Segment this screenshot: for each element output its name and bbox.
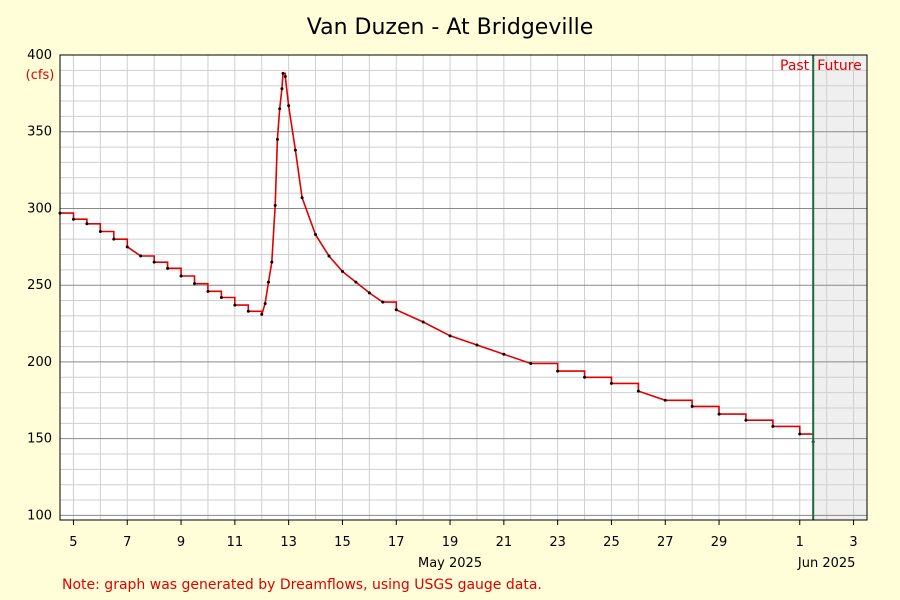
y-unit-label: (cfs) (26, 68, 55, 83)
series-line (60, 72, 814, 442)
data-point (502, 352, 506, 356)
x-tick-label: 21 (496, 535, 513, 550)
data-point (287, 104, 291, 108)
data-point (85, 222, 89, 226)
data-point (300, 196, 304, 200)
data-point (280, 87, 284, 91)
data-point (266, 280, 270, 284)
data-point (798, 432, 802, 436)
data-point (193, 282, 196, 286)
data-point (583, 375, 587, 379)
data-point (448, 334, 452, 338)
major-grid (60, 131, 867, 516)
data-point (152, 260, 156, 264)
data-point (112, 237, 116, 241)
data-point (771, 424, 775, 428)
data-point (636, 389, 640, 393)
y-axis: 100 150 200 250 300 350 400 (27, 48, 52, 523)
data-point (283, 74, 287, 78)
data-point (260, 312, 264, 316)
x-tick-label: 11 (227, 535, 244, 550)
data-point (690, 404, 694, 408)
data-point (273, 203, 277, 207)
data-point (275, 137, 279, 141)
data-point (263, 302, 267, 306)
data-point (179, 274, 183, 278)
source-note: Note: graph was generated by Dreamflows,… (62, 577, 542, 593)
data-point (206, 289, 210, 293)
data-point (663, 398, 667, 402)
plot-background (60, 55, 867, 520)
data-point (475, 343, 479, 347)
y-tick-label: 300 (27, 201, 52, 216)
data-point (394, 308, 398, 312)
data-point (744, 418, 748, 422)
plot-frame (59, 54, 868, 521)
x-tick-label: 5 (69, 535, 77, 550)
series-layer (58, 71, 815, 444)
x-tick-label: 27 (657, 535, 674, 550)
y-tick-label: 100 (27, 508, 52, 523)
y-tick-label: 350 (27, 125, 52, 140)
y-tick-label: 200 (27, 355, 52, 370)
x-tick-label: 23 (549, 535, 566, 550)
data-point (233, 303, 237, 307)
data-point (219, 295, 223, 299)
minor-grid (60, 55, 867, 520)
data-point (270, 260, 274, 264)
data-point (314, 233, 318, 237)
data-point (381, 300, 385, 304)
data-point (98, 229, 102, 233)
chart-title: Van Duzen - At Bridgeville (307, 15, 593, 40)
y-tick-label: 150 (27, 432, 52, 447)
x-tick-label: 13 (280, 535, 297, 550)
x-tick-label: 15 (334, 535, 351, 550)
y-tick-label: 400 (27, 48, 52, 63)
data-point (340, 269, 344, 273)
future-region (813, 55, 867, 520)
future-label: Future (817, 58, 862, 74)
data-point (166, 266, 170, 270)
month-label: Jun 2025 (797, 556, 856, 571)
x-tick-label: 1 (796, 535, 804, 550)
y-tick-label: 250 (27, 278, 52, 293)
data-point (529, 361, 533, 365)
data-point (556, 369, 560, 373)
x-tick-label: 7 (123, 535, 131, 550)
past-label: Past (780, 58, 810, 74)
data-point (717, 412, 721, 416)
data-point (293, 148, 297, 152)
data-point (281, 71, 285, 75)
data-point (246, 309, 250, 313)
plot-area (58, 54, 868, 521)
data-point (354, 280, 358, 284)
data-point (367, 291, 371, 295)
x-tick-label: 19 (442, 535, 459, 550)
x-tick-label: 25 (603, 535, 620, 550)
x-tick-label: 29 (711, 535, 728, 550)
x-tick-label: 9 (177, 535, 185, 550)
data-point (421, 320, 425, 324)
data-point (609, 381, 613, 385)
data-point (278, 107, 282, 111)
month-label: May 2025 (418, 556, 482, 571)
data-point (139, 254, 143, 258)
data-point (125, 245, 129, 249)
x-tick-label: 17 (388, 535, 405, 550)
x-tick-label: 3 (849, 535, 857, 550)
data-point (71, 217, 75, 221)
data-point (327, 254, 331, 258)
